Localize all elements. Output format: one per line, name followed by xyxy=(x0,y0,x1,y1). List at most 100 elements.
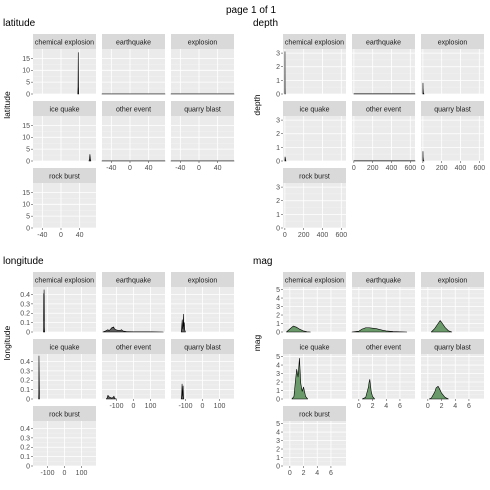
x-tick-label: 0 xyxy=(283,232,287,239)
x-tick-label: 0 xyxy=(288,470,292,477)
facet-plot-depth: depth depth chemical explosion 0 1 2 3 earthqua… xyxy=(252,18,485,239)
plot-title: depth xyxy=(253,18,278,29)
facet-strip xyxy=(33,168,96,183)
facet-panel-explosion: explosion xyxy=(421,272,484,333)
y-tick-label: 15 xyxy=(22,56,30,63)
facet-panel-rock-burst: rock burst 0 1 2 3 0 200 400 600 xyxy=(276,168,347,239)
facet-panel-rock-burst: rock burst 0 5 10 15 -40 0 40 xyxy=(22,168,96,239)
facet-strip-label: explosion xyxy=(188,278,218,285)
facet-strip-label: explosion xyxy=(438,40,468,47)
facet-strip xyxy=(421,101,484,116)
facet-panel-ice-quake: ice quake 01 23 45 xyxy=(276,339,346,403)
x-tick-label: 2 xyxy=(440,403,444,410)
y-tick-label: 2 xyxy=(276,379,280,386)
density-area-other-event xyxy=(105,394,117,400)
y-tick-label: 1 xyxy=(276,78,280,85)
facet-strip xyxy=(283,168,346,183)
y-tick-label: 5 xyxy=(276,287,280,294)
y-tick-label: 0.4 xyxy=(20,292,30,299)
x-tick-label: -100 xyxy=(109,403,123,410)
panel-background xyxy=(171,116,234,161)
density-area-earthquake xyxy=(102,326,164,333)
y-tick-label: 10 xyxy=(22,135,30,142)
x-tick-label: 100 xyxy=(145,403,157,410)
y-tick-label: 0 xyxy=(26,463,30,470)
y-tick-label: 3 xyxy=(276,371,280,378)
x-tick-label: 6 xyxy=(467,403,471,410)
density-area-explosion xyxy=(180,313,186,333)
panel-background xyxy=(421,287,484,332)
facet-strip xyxy=(171,101,234,116)
facet-strip-label: other event xyxy=(116,345,151,352)
y-tick-label: 0.1 xyxy=(20,320,30,327)
facet-panel-explosion: explosion xyxy=(171,272,234,333)
plot-title: mag xyxy=(253,256,272,267)
x-tick-label: 100 xyxy=(76,470,88,477)
panel-background xyxy=(33,183,96,228)
facet-panel-chemical-explosion: chemical explosion 0 1 2 3 xyxy=(276,34,346,98)
density-area-explosion xyxy=(430,320,453,333)
y-tick-label: 0 xyxy=(26,158,30,165)
y-tick-label: 3 xyxy=(276,438,280,445)
facet-strip-label: quarry blast xyxy=(434,345,471,352)
x-tick-label: 100 xyxy=(214,403,226,410)
facet-panel-rock-burst: rock burst 0 0.1 0.2 0.3 0.4 -100 0 100 xyxy=(20,406,96,477)
x-tick-label: 2 xyxy=(371,403,375,410)
facet-panel-chemical-explosion: chemical explosion 01 23 45 xyxy=(276,272,346,336)
x-tick-label: 200 xyxy=(298,232,310,239)
x-tick-label: 4 xyxy=(315,470,319,477)
facet-strip xyxy=(421,339,484,354)
facet-panel-earthquake: earthquake xyxy=(101,34,166,95)
x-tick-label: -40 xyxy=(106,165,116,172)
facet-panel-other-event: other event -100 0 100 xyxy=(102,339,165,410)
y-tick-label: 0 xyxy=(276,225,280,232)
facet-plot-latitude: latitude latitude chemical explosion 0 5 10 15… xyxy=(2,18,235,239)
x-tick-label: 40 xyxy=(214,165,222,172)
density-area-ice-quake xyxy=(284,156,287,162)
panel-background xyxy=(283,49,346,94)
facet-panel-quarry-blast: quarry blast 0 2 4 6 xyxy=(421,339,484,410)
x-tick-label: 0 xyxy=(352,165,356,172)
facet-strip-label: ice quake xyxy=(50,107,80,114)
x-tick-label: 4 xyxy=(453,403,457,410)
y-tick-label: 5 xyxy=(276,421,280,428)
y-tick-label: 4 xyxy=(276,429,280,436)
facet-strip-label: rock burst xyxy=(299,412,330,419)
x-tick-label: 0 xyxy=(421,165,425,172)
y-tick-label: 0.3 xyxy=(20,301,30,308)
facet-strip xyxy=(171,34,234,49)
density-area-quarry-blast xyxy=(428,385,449,400)
y-tick-label: 10 xyxy=(22,68,30,75)
y-tick-label: 0 xyxy=(276,91,280,98)
facet-strip-label: rock burst xyxy=(299,174,330,181)
facet-strip xyxy=(283,339,346,354)
x-tick-label: -100 xyxy=(178,403,192,410)
y-tick-label: 0 xyxy=(26,225,30,232)
facet-strip xyxy=(352,272,415,287)
facet-strip xyxy=(421,34,484,49)
y-tick-label: 0.2 xyxy=(20,311,30,318)
y-tick-label: 3 xyxy=(276,50,280,57)
density-area-ice-quake xyxy=(88,154,92,162)
y-tick-label: 5 xyxy=(26,80,30,87)
y-tick-label: 0.4 xyxy=(20,426,30,433)
panel-background xyxy=(421,116,484,161)
y-tick-label: 1 xyxy=(276,212,280,219)
facet-strip xyxy=(33,34,96,49)
density-area-chemical-explosion xyxy=(43,289,46,333)
y-tick-label: 4 xyxy=(276,362,280,369)
facet-plot-longitude: longitude longitude chemical explosion 0 0.1… xyxy=(2,256,234,477)
facet-strip xyxy=(421,272,484,287)
facet-strip-label: quarry blast xyxy=(434,107,471,114)
y-tick-label: 1 xyxy=(276,388,280,395)
y-tick-label: 0.2 xyxy=(20,378,30,385)
y-tick-label: 15 xyxy=(22,190,30,197)
facet-strip-label: earthquake xyxy=(116,278,151,285)
x-tick-label: 200 xyxy=(367,165,379,172)
x-tick-label: 0 xyxy=(128,165,132,172)
y-tick-label: 0.1 xyxy=(20,387,30,394)
density-area-ice-quake xyxy=(291,357,308,400)
panel-background xyxy=(352,287,415,332)
